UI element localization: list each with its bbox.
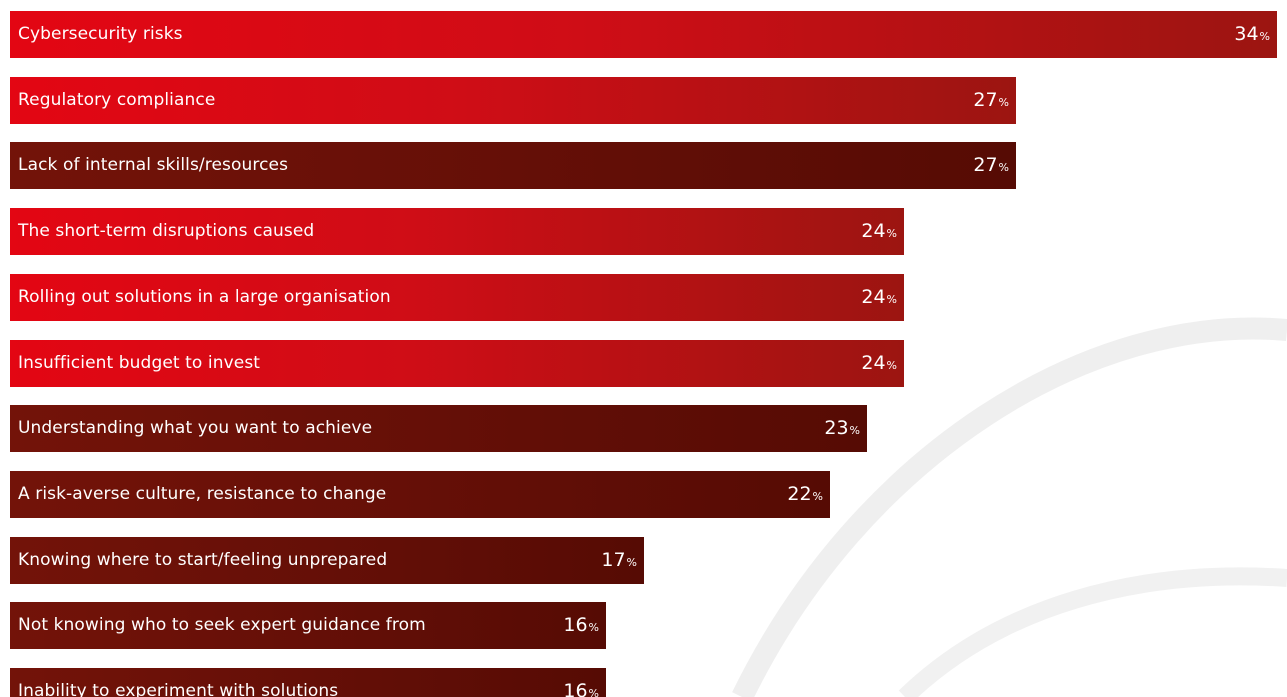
bar: The short-term disruptions caused 24% <box>10 208 904 255</box>
bar-label: Not knowing who to seek expert guidance … <box>18 615 426 635</box>
bar-label: Cybersecurity risks <box>18 24 183 44</box>
bar-value-number: 34 <box>1234 23 1259 45</box>
bar-value-number: 17 <box>601 549 626 571</box>
bar-label: Regulatory compliance <box>18 90 216 110</box>
bar-value-label: 34% <box>1234 11 1270 58</box>
background-arc-outer <box>732 317 1287 697</box>
bar: Knowing where to start/feeling unprepare… <box>10 537 644 584</box>
percent-sign: % <box>886 227 897 240</box>
bar-value-number: 23 <box>824 417 849 439</box>
percent-sign: % <box>1259 30 1270 43</box>
bar-label: The short-term disruptions caused <box>18 221 315 241</box>
bar-value-number: 27 <box>973 89 998 111</box>
percent-sign: % <box>886 293 897 306</box>
bar-value-label: 17% <box>601 537 637 584</box>
bar-value-label: 27% <box>973 77 1009 124</box>
bar: Inability to experiment with solutions 16… <box>10 668 606 697</box>
percent-sign: % <box>588 687 599 697</box>
bar: Cybersecurity risks 34% <box>10 11 1277 58</box>
bar-value-label: 16% <box>563 602 599 649</box>
bar-value-label: 27% <box>973 142 1009 189</box>
bar: Insufficient budget to invest 24% <box>10 340 904 387</box>
bar-value-label: 16% <box>563 668 599 697</box>
bar-value-label: 24% <box>861 340 897 387</box>
percent-sign: % <box>588 621 599 634</box>
percent-sign: % <box>849 424 860 437</box>
bar-value-number: 27 <box>973 154 998 176</box>
bar: A risk-averse culture, resistance to cha… <box>10 471 830 518</box>
bar: Understanding what you want to achieve 23… <box>10 405 867 452</box>
bar-value-number: 16 <box>563 614 588 636</box>
bar-value-label: 24% <box>861 208 897 255</box>
bar-label: Understanding what you want to achieve <box>18 418 373 438</box>
percent-sign: % <box>998 96 1009 109</box>
bar-label: Lack of internal skills/resources <box>18 155 289 175</box>
bar-value-number: 22 <box>787 483 812 505</box>
bar-label: Insufficient budget to invest <box>18 353 261 373</box>
bar-label: Knowing where to start/feeling unprepare… <box>18 550 388 570</box>
percent-sign: % <box>626 556 637 569</box>
bar-label: Rolling out solutions in a large organis… <box>18 287 391 307</box>
bar: Rolling out solutions in a large organis… <box>10 274 904 321</box>
background-arc-inner <box>898 567 1287 697</box>
bar-value-label: 23% <box>824 405 860 452</box>
bar: Not knowing who to seek expert guidance … <box>10 602 606 649</box>
percent-sign: % <box>998 161 1009 174</box>
bar-value-label: 24% <box>861 274 897 321</box>
bar: Lack of internal skills/resources 27% <box>10 142 1016 189</box>
bar-label: Inability to experiment with solutions <box>18 681 339 697</box>
bar-value-number: 16 <box>563 680 588 697</box>
bar: Regulatory compliance 27% <box>10 77 1016 124</box>
bar-value-label: 22% <box>787 471 823 518</box>
bar-value-number: 24 <box>861 286 886 308</box>
percent-sign: % <box>886 359 897 372</box>
bar-value-number: 24 <box>861 220 886 242</box>
bar-value-number: 24 <box>861 352 886 374</box>
bar-label: A risk-averse culture, resistance to cha… <box>18 484 387 504</box>
percent-sign: % <box>812 490 823 503</box>
